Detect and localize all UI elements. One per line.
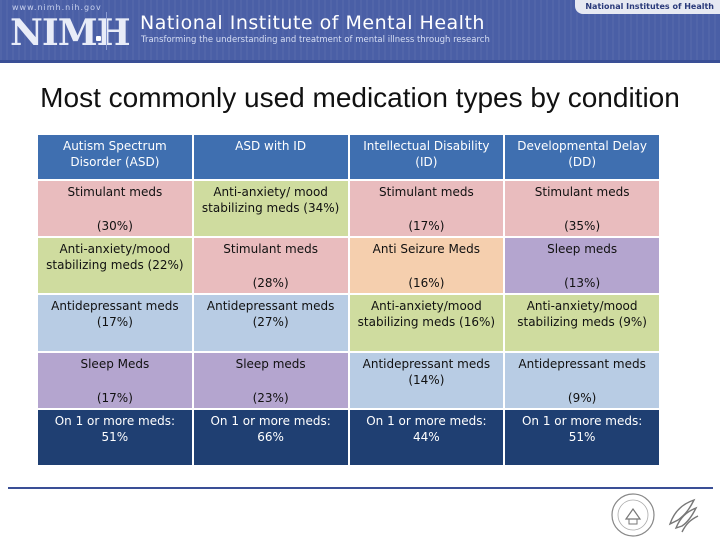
cell-percent: (17%) xyxy=(408,219,445,233)
table-cell: On 1 or more meds: 51% xyxy=(36,408,194,467)
table-header-row: Autism Spectrum Disorder (ASD) ASD with … xyxy=(36,133,661,181)
cell-label: On 1 or more meds: 51% xyxy=(54,414,176,444)
cell-percent: (30%) xyxy=(96,219,133,233)
cell-label: On 1 or more meds: 44% xyxy=(366,414,487,444)
table-cell: Sleep meds (13%) xyxy=(503,236,661,295)
logo-dot xyxy=(96,36,101,41)
cell-label: Antidepressant meds (14%) xyxy=(362,357,491,387)
cell-label: Antidepressant meds (17%) xyxy=(51,299,179,329)
cell-label: On 1 or more meds: 66% xyxy=(210,414,331,444)
table-row: Stimulant meds (30%) Anti-anxiety/ mood … xyxy=(36,179,661,238)
institute-name: National Institute of Mental Health xyxy=(140,12,485,34)
table-cell: Sleep Meds (17%) xyxy=(36,351,194,410)
cell-label: Anti-anxiety/mood stabilizing meds (9%) xyxy=(517,299,647,329)
header-asd: Autism Spectrum Disorder (ASD) xyxy=(36,133,194,181)
cell-label: Stimulant meds xyxy=(223,242,318,256)
table-cell: Stimulant meds (35%) xyxy=(503,179,661,238)
hhs-eagle-icon xyxy=(668,498,699,533)
table-cell: Antidepressant meds (14%) xyxy=(347,351,506,410)
cell-percent: (17%) xyxy=(96,391,133,405)
header-rule xyxy=(0,60,720,63)
hhs-seal-icon xyxy=(611,493,655,537)
slide-title: Most commonly used medication types by c… xyxy=(40,82,680,113)
cell-label: Stimulant meds xyxy=(379,185,474,199)
table-cell: On 1 or more meds: 66% xyxy=(191,408,350,467)
cell-label: Anti-anxiety/mood stabilizing meds (16%) xyxy=(357,299,496,329)
cell-percent: (16%) xyxy=(408,276,445,290)
table-row: Sleep Meds (17%) Sleep meds (23%) Antide… xyxy=(36,351,661,410)
cell-label: Anti Seizure Meds xyxy=(372,242,481,256)
cell-percent: (13%) xyxy=(564,276,601,290)
cell-label: Anti-anxiety/mood stabilizing meds (22%) xyxy=(46,242,184,272)
table-cell: On 1 or more meds: 51% xyxy=(503,408,661,467)
table-cell: Anti-anxiety/mood stabilizing meds (16%) xyxy=(347,293,506,353)
cell-label: On 1 or more meds: 51% xyxy=(521,414,643,444)
cell-label: Sleep meds xyxy=(547,242,618,256)
header-banner: www.nimh.nih.gov NIMH National Institute… xyxy=(0,0,720,60)
cell-label: Stimulant meds xyxy=(67,185,163,199)
table-cell: Stimulant meds (28%) xyxy=(191,236,350,295)
table-cell: Antidepressant meds (9%) xyxy=(503,351,661,410)
medication-table: Autism Spectrum Disorder (ASD) ASD with … xyxy=(36,133,661,467)
cell-label: Sleep Meds xyxy=(80,357,150,371)
header-id: Intellectual Disability (ID) xyxy=(347,133,506,181)
table-cell: Anti-anxiety/mood stabilizing meds (9%) xyxy=(503,293,661,353)
logo-divider xyxy=(106,12,107,50)
site-url[interactable]: www.nimh.nih.gov xyxy=(12,3,102,12)
cell-label: Stimulant meds xyxy=(534,185,630,199)
table-cell: Stimulant meds (30%) xyxy=(36,179,194,238)
cell-percent: (28%) xyxy=(252,276,289,290)
institute-tagline: Transforming the understanding and treat… xyxy=(141,35,490,45)
cell-percent: (23%) xyxy=(252,391,289,405)
table-cell: Stimulant meds (17%) xyxy=(347,179,506,238)
table-cell: Anti-anxiety/mood stabilizing meds (22%) xyxy=(36,236,194,295)
table-cell: Sleep meds (23%) xyxy=(191,351,350,410)
cell-percent: (9%) xyxy=(567,391,597,405)
nimh-logo[interactable]: NIMH xyxy=(10,12,131,54)
table-row: Antidepressant meds (17%) Antidepressant… xyxy=(36,293,661,353)
table-cell: Antidepressant meds (17%) xyxy=(36,293,194,353)
cell-label: Antidepressant meds xyxy=(518,357,646,371)
table-row: On 1 or more meds: 51% On 1 or more meds… xyxy=(36,408,661,467)
table-cell: Antidepressant meds (27%) xyxy=(191,293,350,353)
nih-link[interactable]: National Institutes of Health xyxy=(575,0,720,14)
cell-percent: (35%) xyxy=(564,219,601,233)
header-asd-with-id: ASD with ID xyxy=(191,133,350,181)
cell-label: Anti-anxiety/ mood stabilizing meds (34%… xyxy=(201,185,340,215)
table-cell: Anti Seizure Meds (16%) xyxy=(347,236,506,295)
cell-label: Antidepressant meds (27%) xyxy=(206,299,335,329)
footer-rule xyxy=(8,487,713,489)
table-cell: Anti-anxiety/ mood stabilizing meds (34%… xyxy=(191,179,350,238)
cell-label: Sleep meds xyxy=(235,357,306,371)
header-dd: Developmental Delay (DD) xyxy=(503,133,661,181)
table-cell: On 1 or more meds: 44% xyxy=(347,408,506,467)
table-row: Anti-anxiety/mood stabilizing meds (22%)… xyxy=(36,236,661,295)
